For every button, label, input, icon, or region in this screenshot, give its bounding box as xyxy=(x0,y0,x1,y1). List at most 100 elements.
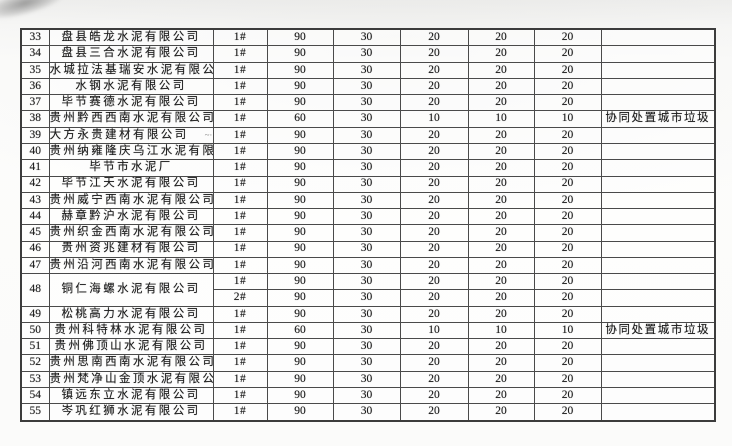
value-cell: 10 xyxy=(399,110,469,128)
row-number-cell: 55 xyxy=(20,403,50,422)
scan-smudge-top-left xyxy=(0,0,66,24)
remark-cell xyxy=(600,61,716,79)
remark-cell xyxy=(600,224,716,242)
kiln-number-cell: 1# xyxy=(212,403,268,422)
table-row: 38 贵州黔西西南水泥有限公司 1# 60 30 10 10 10 协同处置城市垃圾 xyxy=(20,110,716,128)
table-row: 55 岑巩红狮水泥有限公司 1# 90 30 20 20 20 xyxy=(20,403,716,422)
company-name-text: 水城拉法基瑞安水泥有限公司 xyxy=(49,63,213,76)
remark-cell xyxy=(600,305,716,323)
company-name-text: 贵州黔西西南水泥有限公司 xyxy=(49,112,213,125)
company-name-cell: 水城拉法基瑞安水泥有限公司 xyxy=(48,61,214,79)
value-cell: 20 xyxy=(467,370,535,389)
kiln-number-cell: 1# xyxy=(212,224,268,242)
company-name-cell: 盘县皓龙水泥有限公司 xyxy=(48,28,214,47)
remark-cell xyxy=(600,45,716,63)
company-name-cell: 毕节市水泥厂 xyxy=(48,159,214,177)
table-row: 46 贵州资兆建材有限公司 1# 90 30 20 20 20 xyxy=(20,240,716,258)
value-cell: 20 xyxy=(399,338,469,356)
value-cell: 90 xyxy=(266,289,334,307)
company-name-cell: 岑巩红狮水泥有限公司 xyxy=(48,403,214,422)
value-cell: 20 xyxy=(467,175,535,193)
table-row: 51 贵州佛顶山水泥有限公司 1# 90 30 20 20 20 xyxy=(20,338,716,356)
value-cell: 30 xyxy=(332,94,401,112)
row-number-cell: 39 xyxy=(20,126,50,145)
table-row: 49 松桃高力水泥有限公司 1# 90 30 20 20 20 xyxy=(20,305,716,323)
value-cell: 20 xyxy=(399,28,469,47)
value-cell: 90 xyxy=(266,159,334,177)
kiln-number-cell: 1# xyxy=(212,143,268,161)
value-cell: 30 xyxy=(332,273,401,291)
kiln-number-cell: 2# xyxy=(212,289,268,307)
company-name-cell: 贵州黔西西南水泥有限公司 xyxy=(48,110,214,128)
value-cell: 90 xyxy=(266,240,334,258)
remark-cell xyxy=(600,159,716,177)
company-name-text: 贵州纳雍隆庆乌江水泥有限公司 xyxy=(49,144,212,157)
value-cell: 20 xyxy=(467,224,535,242)
remark-cell xyxy=(600,240,716,258)
value-cell: 30 xyxy=(332,45,401,63)
value-cell: 20 xyxy=(467,289,535,307)
value-cell: 90 xyxy=(266,305,334,323)
company-name-text: 贵州资兆建材有限公司 xyxy=(61,242,201,255)
value-cell: 20 xyxy=(399,354,469,372)
value-cell: 30 xyxy=(332,110,401,128)
value-cell: 20 xyxy=(399,224,469,242)
row-number-cell: 38 xyxy=(20,110,50,128)
kiln-number-cell: 1# xyxy=(212,256,268,275)
value-cell: 20 xyxy=(399,45,469,63)
kiln-number-cell: 1# xyxy=(212,191,268,210)
row-number-cell: 36 xyxy=(20,77,50,96)
value-cell: 10 xyxy=(467,110,535,128)
row-number-cell: 47 xyxy=(20,256,50,275)
value-cell: 20 xyxy=(533,61,602,79)
value-cell: 20 xyxy=(467,77,535,96)
value-cell: 90 xyxy=(266,28,334,47)
value-cell: 90 xyxy=(266,94,334,112)
company-name-text: 盘县三合水泥有限公司 xyxy=(61,47,201,60)
value-cell: 20 xyxy=(399,256,469,275)
company-name-text: 贵州科特林水泥有限公司 xyxy=(54,323,208,336)
value-cell: 20 xyxy=(467,28,535,47)
row-number-cell: 41 xyxy=(20,159,50,177)
value-cell: 20 xyxy=(533,77,602,96)
value-cell: 20 xyxy=(467,208,535,226)
kiln-number-cell: 1# xyxy=(212,110,268,128)
value-cell: 60 xyxy=(266,321,334,340)
kiln-number-cell: 1# xyxy=(212,354,268,372)
table-row: 54 镇远东立水泥有限公司 1# 90 30 20 20 20 xyxy=(20,386,716,405)
row-number-cell: 34 xyxy=(20,45,50,63)
table-row: 47 贵州沿河西南水泥有限公司 1# 90 30 20 20 20 xyxy=(20,256,716,275)
company-name-cell: 贵州沿河西南水泥有限公司 xyxy=(48,256,214,275)
value-cell: 20 xyxy=(533,94,602,112)
value-cell: 20 xyxy=(467,256,535,275)
value-cell: 30 xyxy=(332,289,401,307)
value-cell: 20 xyxy=(533,240,602,258)
value-cell: 20 xyxy=(467,126,535,145)
kiln-number-cell: 1# xyxy=(212,386,268,405)
row-number-cell: 46 xyxy=(20,240,50,258)
value-cell: 20 xyxy=(467,143,535,161)
value-cell: 90 xyxy=(266,403,334,422)
table-row: 41 毕节市水泥厂 1# 90 30 20 20 20 xyxy=(20,159,716,177)
row-number-cell: 52 xyxy=(20,354,50,372)
value-cell: 20 xyxy=(399,175,469,193)
company-name-text: 镇远东立水泥有限公司 xyxy=(61,388,201,401)
value-cell: 20 xyxy=(399,61,469,79)
remark-cell: 协同处置城市垃圾 xyxy=(600,321,716,340)
value-cell: 20 xyxy=(467,61,535,79)
value-cell: 20 xyxy=(399,370,469,389)
value-cell: 30 xyxy=(332,370,401,389)
value-cell: 20 xyxy=(399,403,469,422)
remark-cell xyxy=(600,208,716,226)
company-name-text: 贵州威宁西南水泥有限公司 xyxy=(49,193,213,206)
table-row: 50 贵州科特林水泥有限公司 1# 60 30 10 10 10 协同处置城市垃圾 xyxy=(20,321,716,340)
company-name-text: 毕节赛德水泥有限公司 xyxy=(61,96,201,109)
value-cell: 20 xyxy=(533,403,602,422)
row-number-cell: 33 xyxy=(20,28,50,47)
value-cell: 20 xyxy=(533,386,602,405)
remark-cell xyxy=(600,289,716,307)
value-cell: 20 xyxy=(399,191,469,210)
table-row: 39 大方永贵建材有限公司 ~· 1# 90 30 20 20 20 xyxy=(20,126,716,145)
